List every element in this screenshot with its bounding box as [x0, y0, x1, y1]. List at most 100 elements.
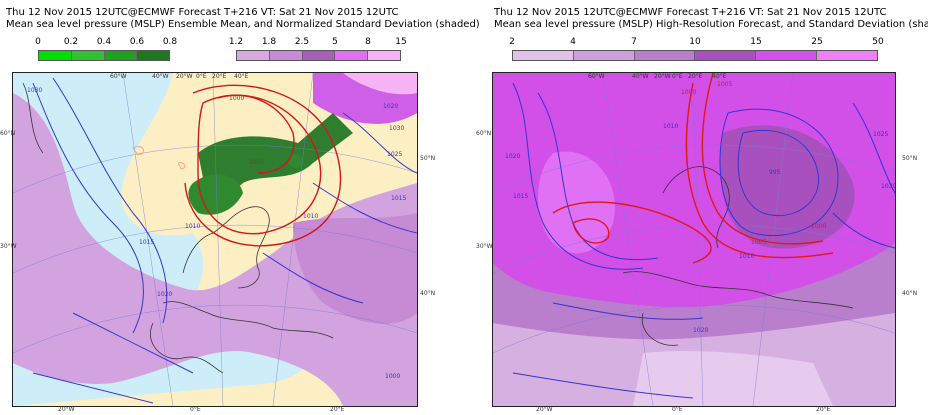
contour-label: 1015 [391, 195, 407, 202]
contour-label: 995 [769, 169, 781, 176]
right-colorbar-label: 4 [570, 37, 576, 47]
purple-colorbar-label: 15 [395, 37, 407, 47]
contour-label: 1015 [513, 193, 529, 200]
purple-colorbar: 1.2 1.8 2.5 5 8 15 [229, 37, 407, 67]
contour-label: 1015 [139, 239, 155, 246]
colorbar-swatch [269, 51, 303, 60]
axis-label: 20°E [688, 73, 703, 80]
right-colorbar-label: 50 [872, 37, 884, 47]
axis-label: 20°E [212, 73, 227, 80]
axis-label: 50°N [902, 155, 918, 162]
colorbar-swatch [104, 51, 138, 60]
axis-label: 30°W [0, 243, 17, 250]
axis-label: 0°E [672, 406, 683, 413]
axis-label: 0°E [190, 406, 201, 413]
contour-label: 1020 [157, 291, 173, 298]
axis-label: 20°W [58, 406, 75, 413]
low-pressure-isobars [184, 84, 342, 247]
stddev-shading-max [343, 73, 417, 95]
low-pressure-isobars [552, 73, 834, 264]
axis-label: 20°E [816, 406, 831, 413]
left-title-line2: Mean sea level pressure (MSLP) Ensemble … [6, 19, 480, 30]
isobars [512, 82, 895, 399]
colorbar-swatch [634, 51, 696, 60]
coastline-greenland [22, 82, 44, 154]
high-res-panel: Thu 12 Nov 2015 12UTC@ECMWF Forecast T+2… [466, 0, 928, 415]
contour-label: 1030 [881, 183, 896, 190]
axis-label: 40°N [902, 290, 918, 297]
right-title-line1: Thu 12 Nov 2015 12UTC@ECMWF Forecast T+2… [494, 7, 887, 18]
contour-label: 1025 [387, 151, 403, 158]
contour-label: 1000 [681, 89, 697, 96]
axis-label: 20°W [654, 73, 671, 80]
green-colorbar-label: 0.2 [63, 37, 79, 47]
right-title-line2: Mean sea level pressure (MSLP) High-Reso… [494, 19, 928, 30]
contour-label: 1000 [811, 223, 827, 230]
contour-label: 1020 [383, 103, 399, 110]
colorbar-swatch [137, 51, 169, 60]
colorbar-swatch [817, 51, 877, 60]
axis-label: 60°W [588, 73, 605, 80]
axis-label: 40°E [712, 73, 727, 80]
green-colorbar: 0 0.2 0.4 0.6 0.8 [35, 37, 178, 67]
contour-label: 1005 [717, 81, 733, 88]
contour-label: 1020 [505, 153, 521, 160]
right-colorbar-label: 15 [750, 37, 762, 47]
purple-colorbar-label: 8 [365, 37, 371, 47]
stddev-shading-low [13, 93, 417, 406]
coastline-europe [182, 206, 270, 289]
purple-colorbar-label: 5 [332, 37, 338, 47]
contour-label: 1010 [663, 123, 679, 130]
contour-label: 1010 [739, 253, 755, 260]
coastline-iberia [150, 322, 224, 374]
high-res-map: 1000 1005 1010 1015 1020 1025 1030 995 1… [492, 72, 896, 407]
axis-label: 0°E [196, 73, 207, 80]
contour-label: 1020 [693, 327, 709, 334]
right-colorbar-label: 10 [689, 37, 701, 47]
axis-label: 60°N [0, 130, 16, 137]
green-colorbar-label: 0 [35, 37, 41, 47]
colorbar-swatch [302, 51, 336, 60]
stddev-lowest [633, 351, 833, 406]
purple-colorbar-label: 1.2 [228, 37, 244, 47]
axis-label: 40°E [234, 73, 249, 80]
stddev-shading-mid [293, 213, 417, 324]
contour-label: 1010 [185, 223, 201, 230]
colorbar-swatch [695, 51, 757, 60]
isobars [32, 77, 417, 404]
right-colorbar-label: 2 [509, 37, 515, 47]
colorbar-swatch [335, 51, 369, 60]
axis-label: 40°N [420, 290, 436, 297]
coastline-europe [662, 166, 730, 249]
axis-label: 20°W [536, 406, 553, 413]
colorbar-swatch [39, 51, 72, 60]
colorbar-swatch [71, 51, 105, 60]
contour-label: 1000 [385, 373, 401, 380]
graticule [13, 73, 417, 406]
colorbar-swatch [756, 51, 818, 60]
right-colorbar-label: 25 [811, 37, 823, 47]
colorbar-swatch [573, 51, 635, 60]
axis-label: 40°W [152, 73, 169, 80]
contour-label: 1000 [229, 95, 245, 102]
colorbar-swatch [368, 51, 400, 60]
axis-label: 40°W [632, 73, 649, 80]
high-res-map-svg [493, 73, 895, 406]
green-colorbar-label: 0.8 [162, 37, 178, 47]
stddev-mid-east [720, 125, 855, 249]
axis-label: 20°W [176, 73, 193, 80]
axis-label: 0°E [672, 73, 683, 80]
axis-label: 60°N [476, 130, 492, 137]
coastline-south [622, 271, 854, 309]
purple-colorbar-label: 2.5 [294, 37, 310, 47]
axis-label: 60°W [110, 73, 127, 80]
right-colorbar-label: 7 [631, 37, 637, 47]
green-colorbar-label: 0.6 [129, 37, 145, 47]
coastline-south [162, 301, 334, 339]
green-shading-scandinavia [188, 174, 243, 215]
contour-label: 1005 [249, 159, 265, 166]
colorbar-swatch [237, 51, 270, 60]
contour-label: 1010 [303, 213, 319, 220]
purple-colorbar-label: 1.8 [261, 37, 277, 47]
ensemble-mean-panel: Thu 12 Nov 2015 12UTC@ECMWF Forecast T+2… [0, 0, 480, 415]
